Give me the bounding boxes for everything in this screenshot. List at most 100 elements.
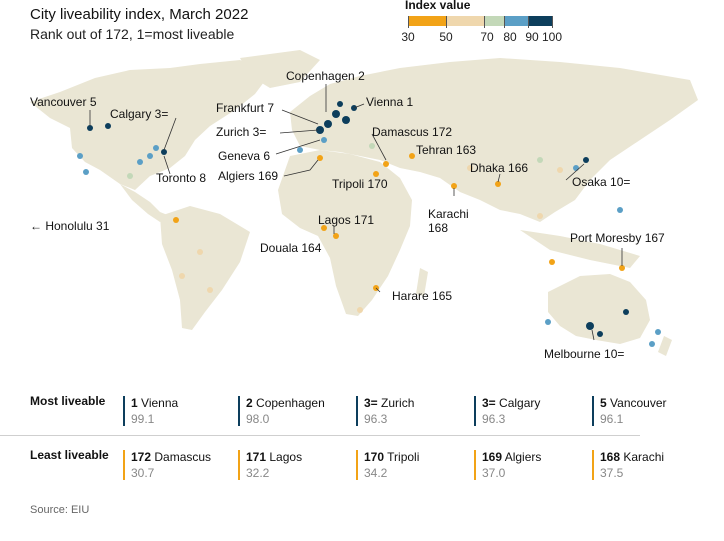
source-note: Source: EIU [30,504,90,516]
leader-line [283,159,319,177]
city-dot [137,159,143,165]
city-dot [467,165,473,171]
legend-tick [528,16,529,28]
label-karachi-rank: 168 [428,221,448,235]
label-karachi: Karachi [428,207,469,221]
city-dot [451,183,457,189]
most-liveable-item: 1 Vienna 99.1 [123,396,241,426]
leader-line [353,103,365,109]
city-dot [586,322,594,330]
city-dot [357,307,363,313]
label-tehran: Tehran 163 [416,143,476,157]
legend-seg-90-100 [528,16,552,26]
label-douala: Douala 164 [260,241,322,255]
chart-title: City liveability index, March 2022 [30,6,249,23]
city-dot [537,157,543,163]
africa [278,150,412,316]
leader-line [163,117,177,151]
score: 32.2 [246,466,270,480]
score: 96.1 [600,412,624,426]
leader-lines [89,84,623,341]
legend-label: 80 [503,30,517,44]
label-osaka: Osaka 10= [572,175,630,189]
rank: 3= [364,396,378,410]
australia [548,274,650,344]
city-dot [383,161,389,167]
rank: 3= [482,396,496,410]
leader-line [279,129,319,134]
score: 99.1 [131,412,155,426]
leader-line [371,133,387,161]
city-dot [573,165,579,171]
legend-label: 70 [480,30,494,44]
land-masses [30,50,698,356]
city-dot [619,265,625,271]
legend-color-bar [398,16,554,26]
city-dot [369,143,375,149]
city: Algiers [504,450,542,464]
city: Copenhagen [256,396,325,410]
city-dot [333,233,339,239]
city-dot [197,249,203,255]
city-dot [623,309,629,315]
city-dot [597,331,603,337]
city-dots [77,101,661,347]
rank: 1 [131,396,138,410]
least-liveable-item: 169 Algiers 37.0 [474,450,592,480]
score: 96.3 [482,412,506,426]
central-america [120,184,170,222]
score: 37.5 [600,466,624,480]
label-vancouver: Vancouver 5 [30,95,97,109]
label-vienna: Vienna 1 [366,95,413,109]
city: Lagos [269,450,303,464]
city-dot [342,116,350,124]
least-liveable-label: Least liveable [30,448,109,462]
new-zealand [658,336,672,356]
score: 30.7 [131,466,155,480]
north-america [30,60,270,190]
city-dot [495,181,501,187]
city-dot [127,173,133,179]
city-dot [655,329,661,335]
legend: Index value 30 50 70 80 90 100 [398,0,578,46]
world-map: Copenhagen 2 Vienna 1 Vancouver 5 Calgar… [30,50,698,361]
label-damascus: Damascus 172 [372,125,452,139]
label-port-moresby: Port Moresby 167 [570,231,665,245]
leader-line [591,329,595,341]
legend-label: 30 [401,30,415,44]
label-tripoli: Tripoli 170 [332,177,388,191]
city: Zurich [381,396,415,410]
label-toronto: Toronto 8 [156,171,206,185]
leader-line [497,173,501,183]
city-dot [153,145,159,151]
rank: 5 [600,396,607,410]
city: Vancouver [610,396,667,410]
most-liveable-item: 2 Copenhagen 98.0 [238,396,356,426]
city-dot [147,153,153,159]
table-divider [0,435,640,436]
southeast-asia-islands [520,230,640,268]
least-liveable-item: 168 Karachi 37.5 [592,450,710,480]
city-dot [324,120,332,128]
most-liveable-item: 3= Zurich 96.3 [356,396,474,426]
label-algiers: Algiers 169 [218,169,278,183]
legend-seg-70-80 [484,16,504,26]
city-dot [207,287,213,293]
city-dot [179,273,185,279]
city-dot [617,207,623,213]
city-dot [161,149,167,155]
legend-tick [552,16,553,28]
leader-line [163,155,171,175]
most-liveable-item: 3= Calgary 96.3 [474,396,592,426]
legend-title: Index value [405,0,471,12]
leader-line [565,163,585,181]
madagascar [416,268,428,296]
city: Vienna [141,396,179,410]
label-copenhagen: Copenhagen 2 [286,69,365,83]
label-frankfurt: Frankfurt 7 [216,101,274,115]
city-dot [316,126,324,134]
legend-label: 90 [525,30,539,44]
city-dot [649,341,655,347]
city-dot [332,110,340,118]
score: 98.0 [246,412,270,426]
